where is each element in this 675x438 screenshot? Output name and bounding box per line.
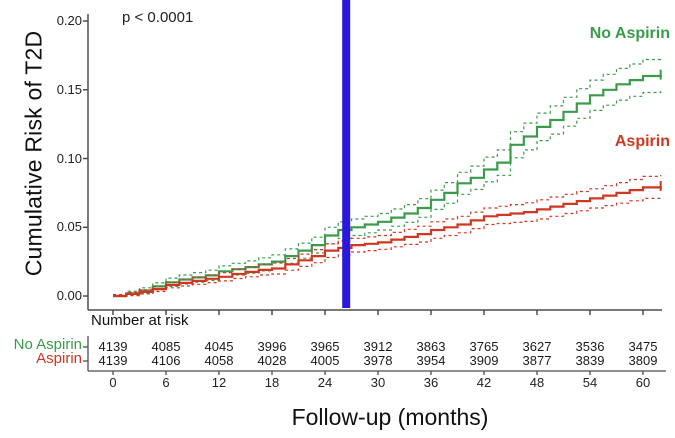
- series-label-aspirin: Aspirin: [614, 133, 670, 150]
- x-tick-label: 30: [370, 375, 386, 390]
- y-tick-label: 0.10: [56, 150, 82, 166]
- x-tick-label: 42: [476, 375, 492, 390]
- risk-count: 3996: [257, 339, 287, 354]
- risk-count: 3475: [628, 339, 658, 354]
- y-tick-label: 0.20: [56, 13, 82, 28]
- risk-count: 3863: [416, 339, 446, 354]
- x-tick-label: 60: [635, 375, 651, 390]
- risk-count: 4058: [204, 353, 234, 368]
- risk-count: 4028: [257, 353, 287, 368]
- risk-count: 4045: [204, 339, 234, 354]
- risk-row-label-aspirin: Aspirin: [36, 350, 82, 367]
- risk-count: 3839: [575, 353, 605, 368]
- risk-count: 3909: [469, 353, 499, 368]
- risk-count: 4139: [98, 353, 128, 368]
- x-tick-label: 48: [529, 375, 545, 390]
- y-tick-label: 0.15: [56, 81, 82, 97]
- risk-count: 4106: [151, 353, 181, 368]
- x-axis-title: Follow-up (months): [291, 404, 489, 430]
- risk-count: 3965: [310, 339, 340, 354]
- risk-count: 4139: [98, 339, 128, 354]
- risk-count: 3536: [575, 339, 605, 354]
- risk-row-label-no-aspirin: No Aspirin: [13, 336, 82, 353]
- y-tick-label: 0.05: [56, 219, 82, 235]
- x-tick-label: 54: [582, 375, 598, 390]
- y-tick-label: 0.00: [56, 288, 82, 303]
- risk-count: 4085: [151, 339, 181, 354]
- risk-count: 3912: [363, 339, 393, 354]
- x-tick-label: 0: [109, 375, 117, 390]
- risk-count: 3809: [628, 353, 658, 368]
- risk-table-title: Number at risk: [91, 312, 189, 329]
- x-tick-label: 24: [317, 375, 333, 390]
- risk-count: 3765: [469, 339, 499, 354]
- x-tick-label: 6: [162, 375, 170, 390]
- p-value-annotation: p < 0.0001: [122, 9, 194, 26]
- risk-count: 3978: [363, 353, 393, 368]
- risk-count: 3627: [522, 339, 552, 354]
- x-tick-label: 36: [423, 375, 439, 390]
- x-tick-label: 12: [211, 375, 227, 390]
- risk-count: 3954: [416, 353, 446, 368]
- risk-count: 3877: [522, 353, 552, 368]
- x-tick-label: 18: [264, 375, 280, 390]
- risk-count: 4005: [310, 353, 340, 368]
- series-label-no-aspirin: No Aspirin: [589, 25, 670, 42]
